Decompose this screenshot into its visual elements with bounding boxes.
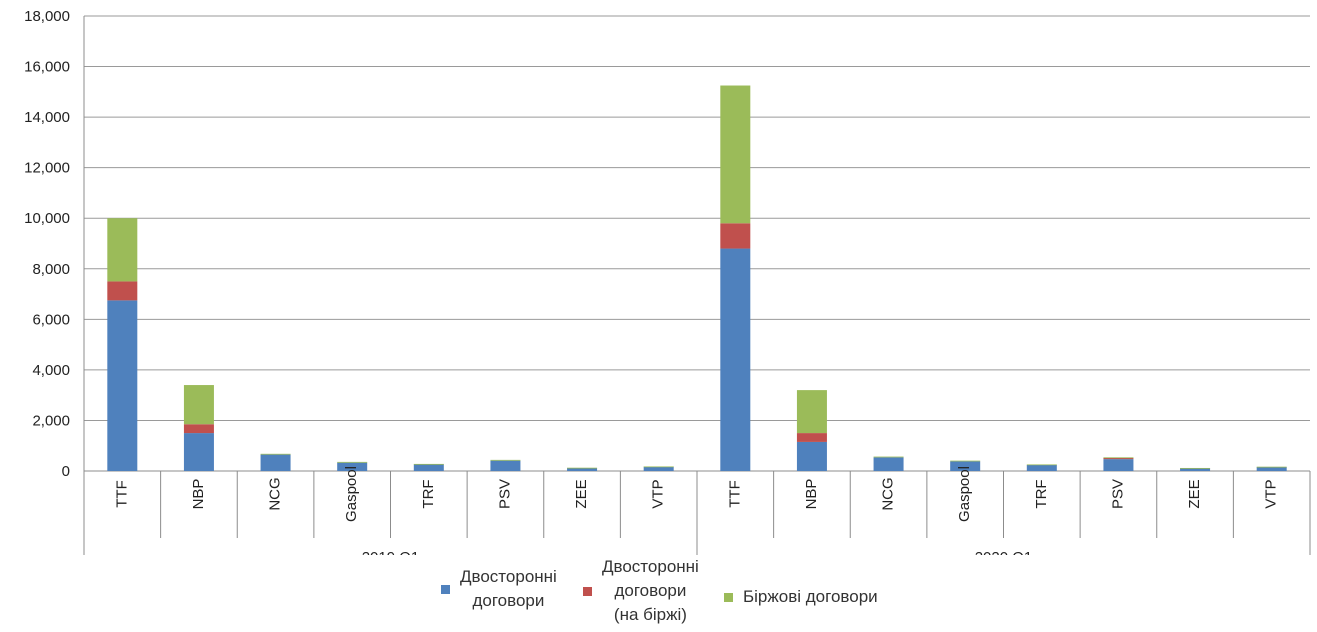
- bar-segment: [796, 390, 827, 434]
- x-tick-label: ZEE: [573, 479, 590, 508]
- bar-segment: [873, 456, 904, 458]
- x-tick-label: NBP: [190, 479, 207, 510]
- bar-segment: [1026, 464, 1057, 466]
- bar-segment: [643, 466, 674, 471]
- bar-segment: [260, 453, 291, 455]
- bar-segment: [183, 424, 214, 434]
- bar-segment: [873, 457, 904, 471]
- x-tick-label: Gaspool: [956, 466, 973, 522]
- bar-segment: [107, 218, 138, 282]
- legend-swatch-bilateral-exchange: [583, 586, 592, 596]
- y-tick-label: 0: [62, 463, 70, 480]
- y-tick-label: 2,000: [32, 412, 70, 429]
- chart-legend: Двосторонні договори Двосторонні договор…: [0, 555, 1317, 632]
- bar-segment: [720, 85, 751, 224]
- bar-segment: [107, 281, 138, 301]
- y-tick-label: 10,000: [24, 210, 70, 227]
- bar-segment: [796, 441, 827, 471]
- x-tick-label: NCG: [267, 477, 284, 510]
- legend-label-bilateral-exchange: Двосторонні договори (на біржі): [602, 557, 699, 624]
- x-tick-label: TRF: [420, 479, 437, 508]
- y-tick-label: 12,000: [24, 160, 70, 177]
- bar-segment: [1256, 466, 1287, 468]
- bar-segment: [1256, 466, 1287, 471]
- bar-segment: [107, 300, 138, 471]
- bar-segment: [490, 460, 521, 471]
- x-tick-label: ZEE: [1186, 479, 1203, 508]
- bar-segment: [337, 462, 368, 471]
- x-tick-label: PSV: [496, 479, 513, 509]
- bar-segment: [720, 223, 751, 249]
- bar-segment: [950, 460, 981, 462]
- x-tick-label: PSV: [1109, 479, 1126, 509]
- y-tick-label: 14,000: [24, 109, 70, 126]
- bar-segment: [720, 248, 751, 471]
- legend-item-exchange: Біржові договори: [724, 585, 878, 609]
- x-tick-label: NCG: [880, 477, 897, 510]
- bar-segment: [567, 467, 598, 469]
- bar-segment: [1103, 457, 1134, 460]
- bar-segment: [1180, 467, 1211, 469]
- bar-segment: [796, 433, 827, 442]
- legend-item-bilateral-exchange: Двосторонні договори (на біржі): [583, 555, 699, 627]
- legend-swatch-exchange: [724, 592, 733, 602]
- bar-segment: [950, 461, 981, 471]
- chart-canvas: 0 2,000 4,000 6,000 8,000 10,000 12,000 14,000 1…: [24, 8, 1311, 568]
- x-tick-label: TTF: [113, 480, 130, 508]
- bar-segment: [1103, 457, 1134, 459]
- legend-item-bilateral: Двосторонні договори: [441, 565, 557, 613]
- y-tick-label: 4,000: [32, 362, 70, 379]
- bar-segment: [413, 463, 444, 465]
- y-tick-label: 6,000: [32, 311, 70, 328]
- legend-label-exchange: Біржові договори: [743, 587, 878, 606]
- x-tick-label: Gaspool: [343, 466, 360, 522]
- bar-segment: [490, 459, 521, 461]
- x-tick-label: NBP: [803, 479, 820, 510]
- x-tick-label: TTF: [726, 480, 743, 508]
- x-tick-label: TRF: [1033, 479, 1050, 508]
- bar-segment: [643, 466, 674, 468]
- bar-segment: [413, 464, 444, 471]
- x-tick-label: VTP: [1263, 479, 1280, 508]
- bar-segment: [337, 461, 368, 463]
- bar-segment: [260, 454, 291, 471]
- legend-swatch-bilateral: [441, 584, 450, 594]
- y-tick-label: 16,000: [24, 59, 70, 76]
- bar-segment: [1103, 459, 1134, 471]
- bar-segment: [567, 467, 598, 471]
- bar-segment: [183, 433, 214, 471]
- legend-label-bilateral: Двосторонні договори: [460, 567, 557, 610]
- bar-segment: [1180, 468, 1211, 471]
- bar-segment: [183, 385, 214, 425]
- bar-segment: [1026, 464, 1057, 471]
- x-tick-label: VTP: [650, 479, 667, 508]
- y-tick-label: 8,000: [32, 261, 70, 278]
- y-tick-label: 18,000: [24, 8, 70, 25]
